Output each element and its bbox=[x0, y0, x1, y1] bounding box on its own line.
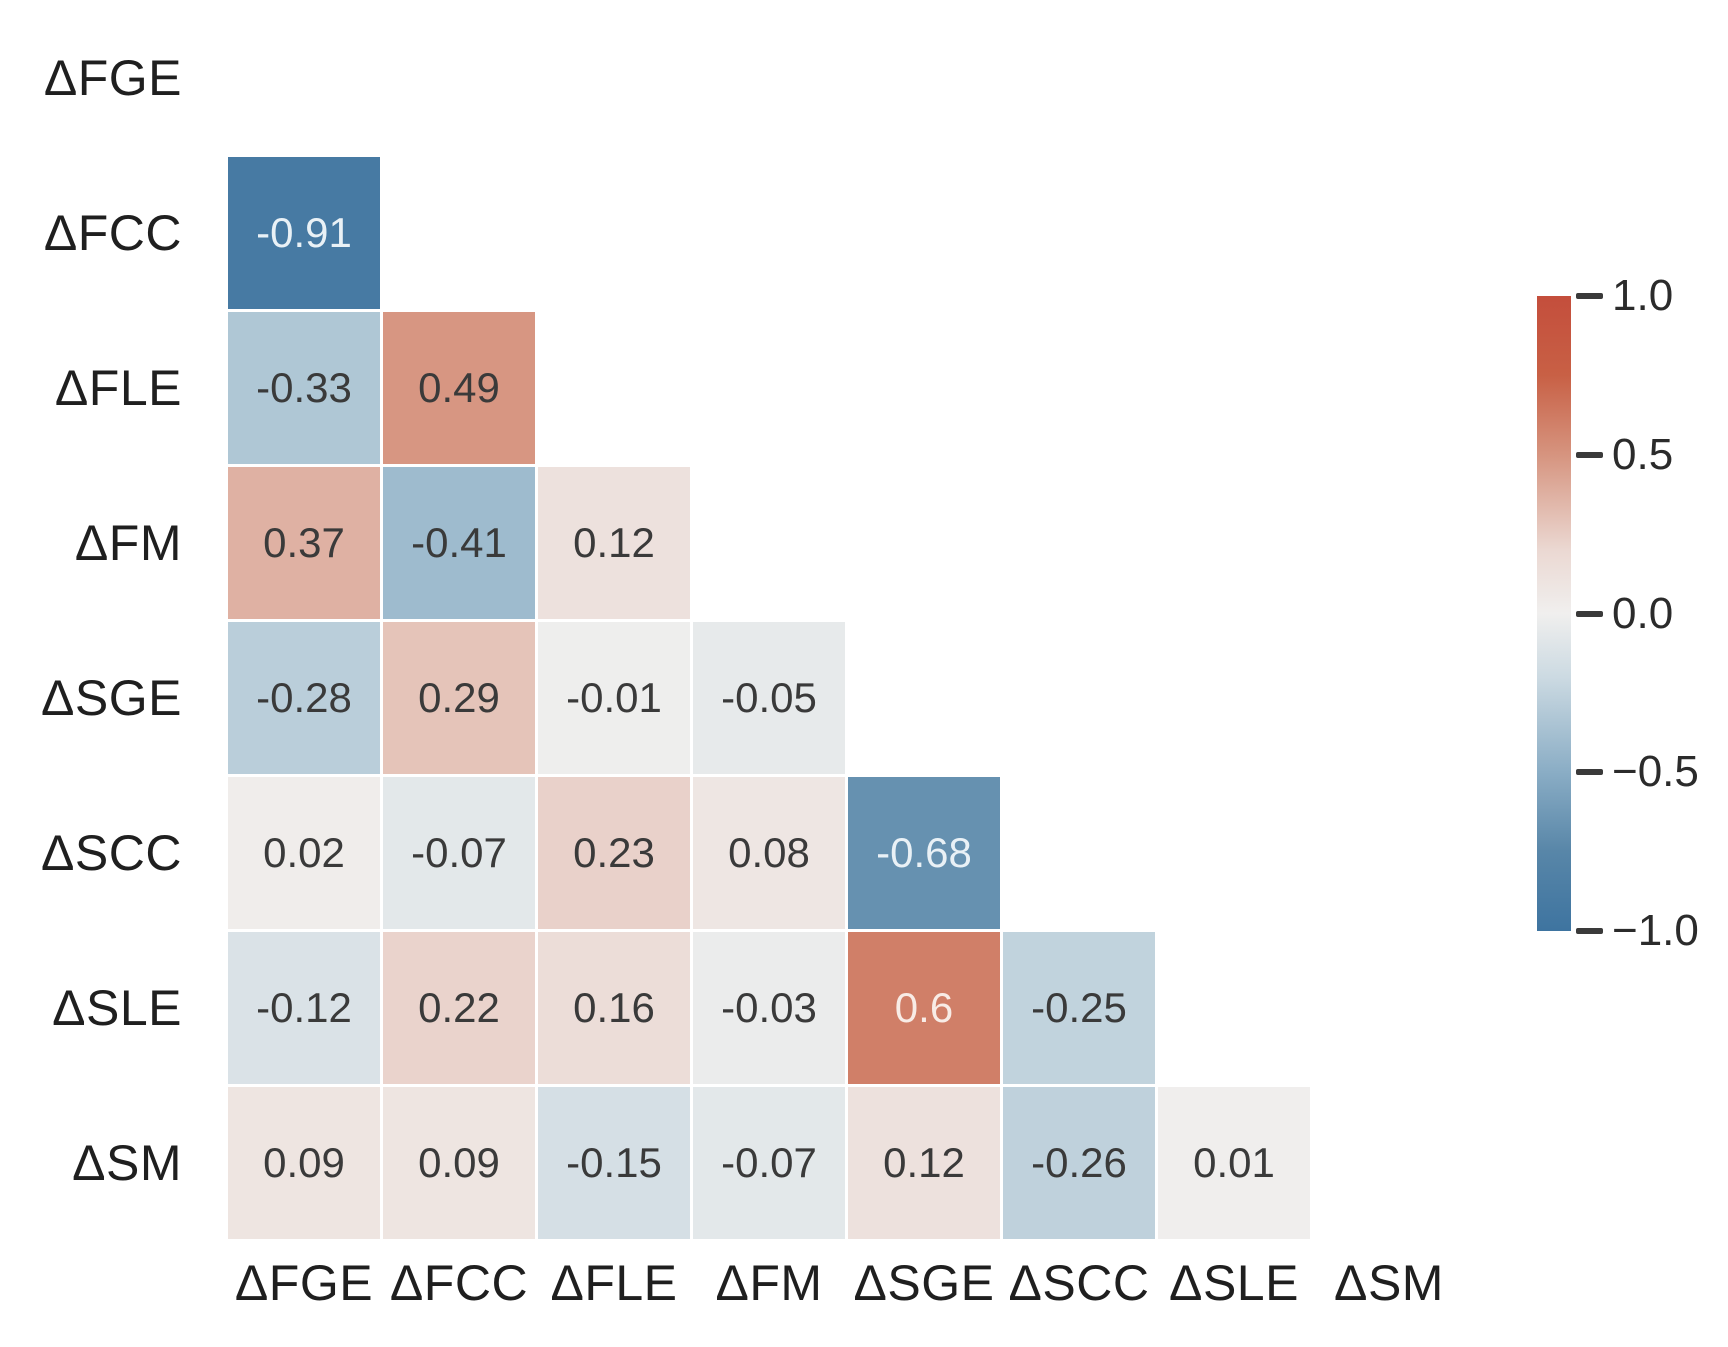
heatmap-empty-cell bbox=[1003, 312, 1155, 464]
heatmap-cell: 0.16 bbox=[538, 932, 690, 1084]
heatmap-empty-cell bbox=[1158, 467, 1310, 619]
y-axis-label: ΔFGE bbox=[43, 50, 182, 106]
heatmap-cell: 0.49 bbox=[383, 312, 535, 464]
y-axis-label: ΔFM bbox=[74, 515, 182, 571]
heatmap-cell: -0.01 bbox=[538, 622, 690, 774]
colorbar-tick-mark bbox=[1576, 769, 1603, 776]
heatmap-empty-cell bbox=[1158, 312, 1310, 464]
heatmap-empty-cell bbox=[538, 312, 690, 464]
colorbar-tick-mark bbox=[1576, 928, 1603, 934]
heatmap-cell: -0.05 bbox=[693, 622, 845, 774]
heatmap-empty-cell bbox=[1313, 1087, 1465, 1239]
heatmap-cell: 0.37 bbox=[228, 467, 380, 619]
heatmap-empty-cell bbox=[1313, 622, 1465, 774]
colorbar-tick-label: 0.0 bbox=[1612, 588, 1674, 638]
heatmap-empty-cell bbox=[1313, 777, 1465, 929]
colorbar-tick-label: −0.5 bbox=[1612, 747, 1699, 797]
heatmap-empty-cell bbox=[1313, 312, 1465, 464]
y-axis-label: ΔSM bbox=[72, 1135, 182, 1191]
heatmap-cell: -0.07 bbox=[383, 777, 535, 929]
heatmap-cell: 0.02 bbox=[228, 777, 380, 929]
heatmap-cell: -0.07 bbox=[693, 1087, 845, 1239]
heatmap-empty-cell bbox=[1003, 157, 1155, 309]
x-axis-label: ΔFLE bbox=[550, 1255, 678, 1311]
heatmap-cell: -0.12 bbox=[228, 932, 380, 1084]
heatmap-empty-cell bbox=[693, 157, 845, 309]
heatmap-empty-cell bbox=[693, 2, 845, 154]
heatmap-empty-cell bbox=[848, 157, 1000, 309]
y-axis-label: ΔFCC bbox=[43, 205, 182, 261]
heatmap-empty-cell bbox=[1313, 932, 1465, 1084]
heatmap-empty-cell bbox=[1158, 622, 1310, 774]
heatmap-cell: -0.25 bbox=[1003, 932, 1155, 1084]
colorbar-tick-mark bbox=[1576, 451, 1603, 458]
heatmap-cell: 0.01 bbox=[1158, 1087, 1310, 1239]
colorbar bbox=[1537, 296, 1571, 931]
heatmap-empty-cell bbox=[1313, 467, 1465, 619]
x-axis-label: ΔFM bbox=[715, 1255, 823, 1311]
heatmap-empty-cell bbox=[1158, 2, 1310, 154]
heatmap-empty-cell bbox=[1158, 777, 1310, 929]
heatmap-empty-cell bbox=[383, 157, 535, 309]
heatmap-empty-cell bbox=[848, 312, 1000, 464]
heatmap-grid: -0.91 -0.33 0.49 0.37 -0.41 0.12 -0.28 0.29 -0.0… bbox=[228, 2, 1465, 1239]
heatmap-empty-cell bbox=[848, 2, 1000, 154]
heatmap-empty-cell bbox=[693, 467, 845, 619]
heatmap-cell: -0.33 bbox=[228, 312, 380, 464]
colorbar-tick-label: −1.0 bbox=[1612, 906, 1699, 955]
heatmap-empty-cell bbox=[848, 467, 1000, 619]
heatmap-empty-cell bbox=[1158, 932, 1310, 1084]
x-axis-label: ΔSCC bbox=[1008, 1255, 1150, 1311]
x-axis-label: ΔSM bbox=[1334, 1255, 1444, 1311]
colorbar-tick-label: 1.0 bbox=[1612, 271, 1674, 320]
heatmap-cell: 0.23 bbox=[538, 777, 690, 929]
heatmap-cell: 0.12 bbox=[848, 1087, 1000, 1239]
x-axis-label: ΔFCC bbox=[389, 1255, 529, 1311]
heatmap-empty-cell bbox=[538, 2, 690, 154]
y-axis-label: ΔFLE bbox=[54, 360, 182, 416]
heatmap-empty-cell bbox=[1003, 622, 1155, 774]
y-axis-label: ΔSLE bbox=[52, 980, 182, 1036]
heatmap-empty-cell bbox=[538, 157, 690, 309]
colorbar-tick-mark bbox=[1576, 293, 1603, 299]
heatmap-empty-cell bbox=[1003, 467, 1155, 619]
heatmap-cell: -0.28 bbox=[228, 622, 380, 774]
heatmap-empty-cell bbox=[1313, 2, 1465, 154]
x-axis-label: ΔFGE bbox=[234, 1255, 374, 1311]
heatmap-cell: -0.03 bbox=[693, 932, 845, 1084]
heatmap-empty-cell bbox=[1003, 2, 1155, 154]
heatmap-empty-cell bbox=[693, 312, 845, 464]
colorbar-tick-mark bbox=[1576, 610, 1603, 617]
heatmap-empty-cell bbox=[848, 622, 1000, 774]
heatmap-cell: 0.09 bbox=[383, 1087, 535, 1239]
heatmap-cell: 0.12 bbox=[538, 467, 690, 619]
heatmap-empty-cell bbox=[1003, 777, 1155, 929]
x-axis-labels: ΔFGE ΔFCC ΔFLE ΔFM ΔSGE ΔSCC ΔSLE ΔSM bbox=[228, 1248, 1465, 1318]
heatmap-empty-cell bbox=[1313, 157, 1465, 309]
heatmap-cell: -0.26 bbox=[1003, 1087, 1155, 1239]
heatmap-empty-cell bbox=[228, 2, 380, 154]
y-axis-label: ΔSGE bbox=[41, 670, 182, 726]
heatmap-empty-cell bbox=[1158, 157, 1310, 309]
heatmap-cell: 0.22 bbox=[383, 932, 535, 1084]
heatmap-cell: -0.91 bbox=[228, 157, 380, 309]
heatmap-cell: -0.15 bbox=[538, 1087, 690, 1239]
heatmap-cell: 0.29 bbox=[383, 622, 535, 774]
y-axis-label: ΔSCC bbox=[41, 825, 182, 881]
heatmap-cell: 0.09 bbox=[228, 1087, 380, 1239]
heatmap-cell: -0.41 bbox=[383, 467, 535, 619]
heatmap-cell: 0.08 bbox=[693, 777, 845, 929]
heatmap-cell: -0.68 bbox=[848, 777, 1000, 929]
x-axis-label: ΔSLE bbox=[1169, 1255, 1299, 1311]
y-axis-labels: ΔFGE ΔFCC ΔFLE ΔFM ΔSGE ΔSCC ΔSLE ΔSM bbox=[0, 2, 204, 1239]
x-axis-label: ΔSGE bbox=[853, 1255, 995, 1311]
colorbar-tick-label: 0.5 bbox=[1612, 429, 1674, 479]
heatmap-empty-cell bbox=[383, 2, 535, 154]
heatmap-cell: 0.6 bbox=[848, 932, 1000, 1084]
